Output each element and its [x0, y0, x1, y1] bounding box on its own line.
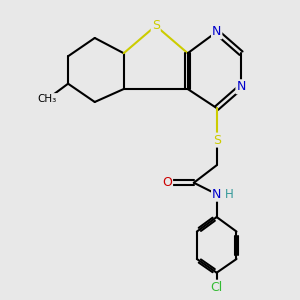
Text: H: H — [224, 188, 233, 201]
Text: N: N — [212, 188, 221, 201]
Text: N: N — [236, 80, 246, 93]
Text: CH₃: CH₃ — [38, 94, 57, 104]
Text: N: N — [212, 26, 221, 38]
Text: S: S — [152, 19, 160, 32]
Text: Cl: Cl — [211, 281, 223, 294]
Text: S: S — [213, 134, 221, 147]
Text: O: O — [162, 176, 172, 189]
